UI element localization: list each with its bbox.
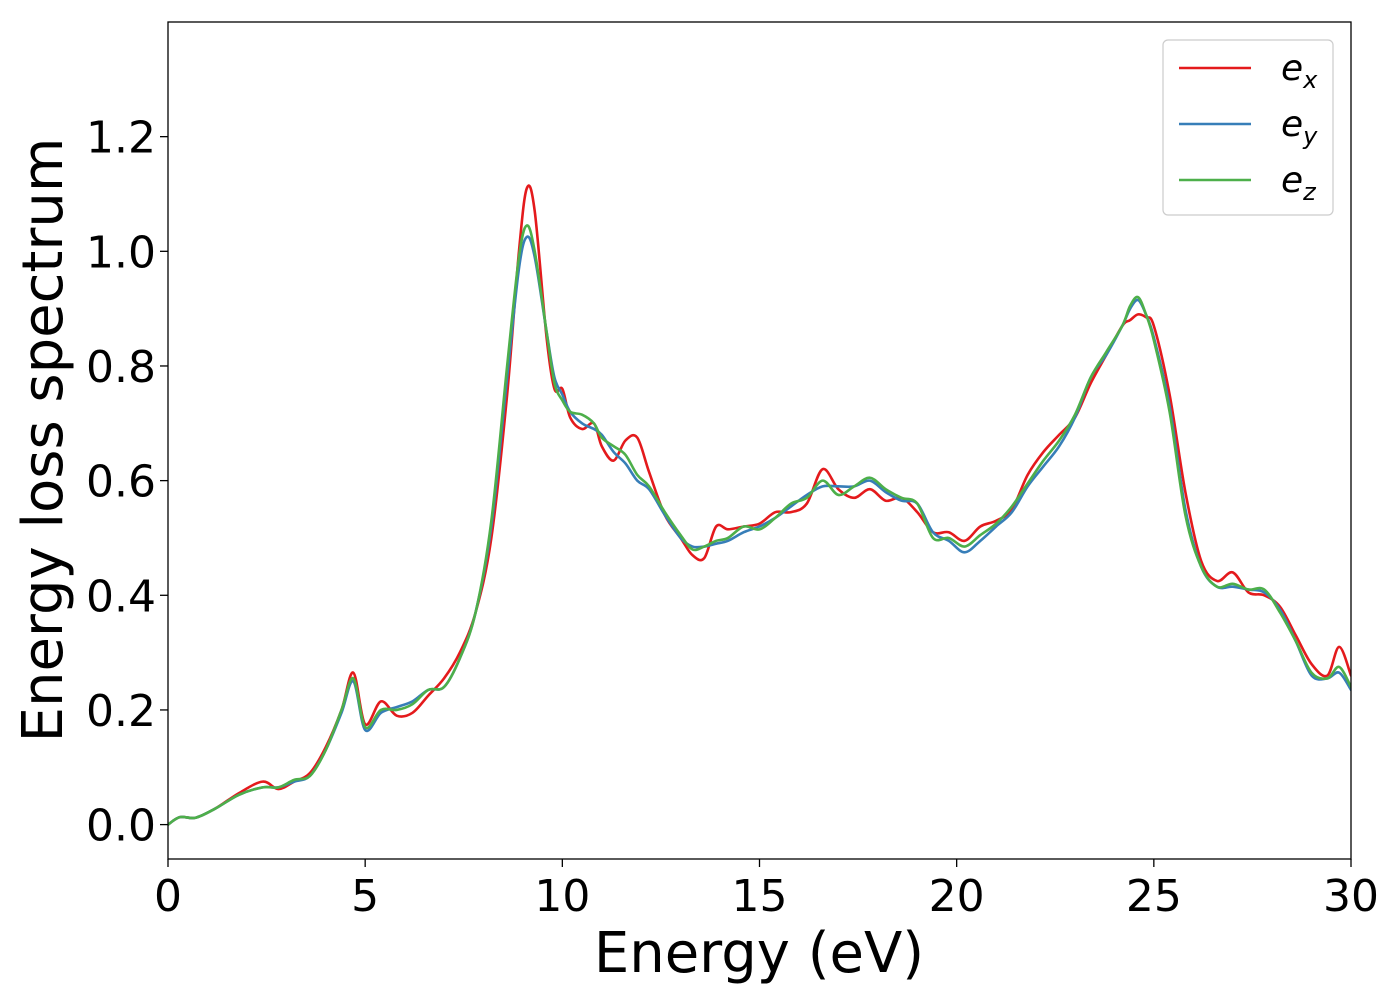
- y-tick-label: 1.0: [86, 227, 156, 278]
- y-tick-label: 0.8: [86, 342, 156, 393]
- x-tick-label: 10: [534, 871, 590, 922]
- y-axis: 0.0 0.2 0.4 0.6 0.8 1.0 1.2: [86, 113, 168, 852]
- legend-label: ex: [1281, 48, 1318, 94]
- y-tick-label: 1.2: [86, 113, 156, 164]
- y-axis-label: Energy loss spectrum: [11, 138, 76, 743]
- x-axis-label: Energy (eV): [594, 921, 924, 986]
- legend-box: [1162, 39, 1334, 216]
- legend-label-sub: y: [1302, 122, 1318, 150]
- legend-item-y: ey: [1179, 104, 1318, 150]
- y-tick-label: 0.2: [86, 686, 156, 737]
- legend-label: ez: [1281, 160, 1317, 206]
- y-tick-label: 0.6: [86, 457, 156, 508]
- y-tick-label: 0.0: [86, 801, 156, 852]
- series-line-z: [168, 224, 1351, 826]
- legend-item-z: ez: [1179, 160, 1317, 206]
- x-tick-label: 20: [929, 871, 985, 922]
- x-tick-label: 30: [1323, 871, 1379, 922]
- x-tick-label: 5: [351, 871, 379, 922]
- x-tick-label: 15: [732, 871, 788, 922]
- series-layer: [168, 184, 1351, 826]
- legend-label-base: e: [1281, 160, 1303, 201]
- legend-label-sub: x: [1302, 66, 1318, 94]
- legend-label: ey: [1281, 104, 1318, 150]
- x-tick-label: 25: [1126, 871, 1182, 922]
- x-tick-label: 0: [154, 871, 182, 922]
- legend-item-x: ex: [1179, 48, 1318, 94]
- legend-label-base: e: [1281, 48, 1303, 89]
- x-axis: 0 5 10 15 20 25 30: [154, 859, 1379, 922]
- y-tick-label: 0.4: [86, 571, 156, 622]
- legend-label-base: e: [1281, 104, 1303, 145]
- legend-label-sub: z: [1302, 178, 1317, 206]
